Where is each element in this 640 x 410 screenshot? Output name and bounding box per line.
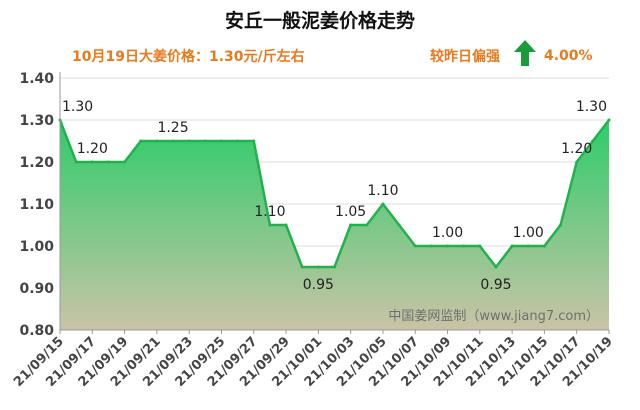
trend-label: 较昨日偏强: [430, 49, 500, 65]
data-point: [187, 139, 191, 143]
data-label: 0.95: [480, 277, 511, 293]
data-point: [252, 139, 256, 143]
data-label: 1.20: [77, 141, 108, 157]
data-point: [413, 244, 417, 248]
data-point: [90, 160, 94, 164]
data-point: [559, 223, 563, 227]
data-point: [446, 244, 450, 248]
data-point: [139, 139, 143, 143]
data-point: [510, 244, 514, 248]
data-point: [74, 160, 78, 164]
data-point: [171, 139, 175, 143]
data-label: 1.20: [561, 141, 592, 157]
data-point: [462, 244, 466, 248]
data-label: 1.30: [62, 99, 93, 115]
data-point: [203, 139, 207, 143]
data-point: [542, 244, 546, 248]
data-point: [365, 223, 369, 227]
data-point: [607, 118, 611, 122]
chart-title: 安丘一般泥姜价格走势: [224, 10, 415, 32]
data-point: [526, 244, 530, 248]
up-arrow-icon: [514, 40, 536, 66]
data-point: [300, 265, 304, 269]
data-point: [219, 139, 223, 143]
data-label: 1.05: [335, 204, 366, 220]
data-point: [316, 265, 320, 269]
data-point: [575, 160, 579, 164]
trend-indicator: 较昨日偏强 4.00%: [430, 40, 593, 66]
y-tick-label: 1.00: [19, 239, 54, 255]
data-point: [591, 139, 595, 143]
price-subtitle: 10月19日大姜价格：1.30元/斤左右: [72, 49, 305, 65]
y-tick-label: 1.40: [19, 71, 54, 87]
data-point: [397, 223, 401, 227]
data-point: [155, 139, 159, 143]
data-point: [106, 160, 110, 164]
data-point: [429, 244, 433, 248]
data-point: [284, 223, 288, 227]
data-point: [349, 223, 353, 227]
data-point: [123, 160, 127, 164]
area-fill: [60, 120, 609, 330]
data-label: 1.10: [367, 183, 398, 199]
y-tick-label: 0.80: [19, 323, 54, 339]
data-label: 1.10: [254, 204, 285, 220]
data-label: 1.30: [576, 99, 607, 115]
data-point: [268, 223, 272, 227]
data-point: [333, 265, 336, 269]
data-point: [478, 244, 482, 248]
y-tick-label: 1.30: [19, 113, 54, 129]
data-label: 1.00: [513, 225, 544, 241]
watermark-text: 中国姜网监制（www.jiang7.com）: [388, 309, 599, 324]
data-point: [381, 202, 385, 206]
data-point: [236, 139, 240, 143]
data-label: 1.00: [432, 225, 463, 241]
y-tick-label: 1.20: [19, 155, 54, 171]
trend-value: 4.00%: [544, 48, 593, 64]
data-label: 0.95: [303, 277, 334, 293]
y-tick-label: 1.10: [19, 197, 54, 213]
data-point: [494, 265, 498, 269]
data-label: 1.25: [157, 120, 188, 136]
y-tick-label: 0.90: [19, 281, 54, 297]
